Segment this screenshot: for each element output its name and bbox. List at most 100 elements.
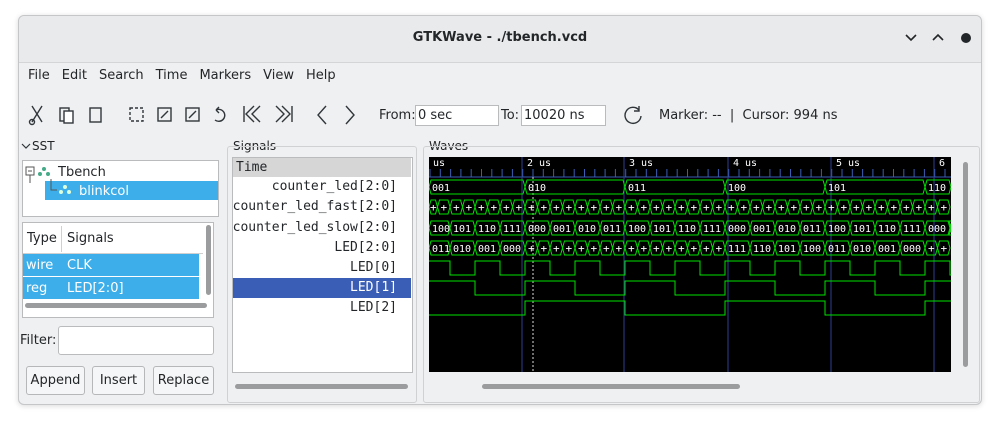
signal-name[interactable]: counter_led_slow[2:0] <box>232 220 397 235</box>
bus-value: + <box>503 201 510 214</box>
zoom-in-icon[interactable] <box>157 107 172 122</box>
window-title: GTKWave - ./tbench.vcd <box>412 30 588 45</box>
ruler-bg <box>429 157 951 177</box>
bus-value: + <box>665 201 672 214</box>
begin-icon[interactable] <box>243 105 261 123</box>
bus-value: 100 <box>432 224 450 235</box>
column-header[interactable]: Type <box>27 231 57 246</box>
signal-name[interactable]: LED[1] <box>350 280 397 295</box>
bus-value: + <box>553 242 560 255</box>
bus-value: + <box>590 201 597 214</box>
scrollbar[interactable] <box>235 384 408 389</box>
menu-bar: File Edit Search Time Markers View Help <box>28 68 336 83</box>
reload-glyph <box>624 106 642 125</box>
filter-input[interactable] <box>58 326 214 355</box>
bus-segment <box>936 240 951 256</box>
bus-value: + <box>890 201 897 214</box>
bus-value: + <box>565 201 572 214</box>
close[interactable] <box>961 33 971 43</box>
end-icon[interactable] <box>275 105 293 123</box>
menu-item[interactable]: Time <box>155 68 188 83</box>
to-input[interactable]: 10020 ns <box>521 105 606 126</box>
next-icon[interactable] <box>345 105 355 125</box>
bus-value: + <box>653 242 660 255</box>
scrollbar[interactable] <box>206 225 211 295</box>
signal-name[interactable]: counter_led_fast[2:0] <box>232 199 397 214</box>
bus-value: + <box>640 242 647 255</box>
prev-icon[interactable] <box>317 105 327 125</box>
row-highlight[interactable] <box>23 254 199 276</box>
from-input[interactable]: 0 sec <box>415 105 499 126</box>
time-label: 6 <box>939 158 945 169</box>
bus-value: + <box>840 201 847 214</box>
window-controls[interactable] <box>900 28 980 48</box>
signal-selection[interactable] <box>233 278 411 298</box>
bus-value: 100 <box>828 224 846 235</box>
sst-expander[interactable] <box>20 140 32 152</box>
bus-value: 001 <box>553 224 571 235</box>
bus-value: 010 <box>778 224 796 235</box>
bus-value: + <box>940 201 947 214</box>
row-signal: LED[2:0] <box>67 281 124 296</box>
column-header[interactable]: Signals <box>67 231 114 246</box>
signals-header: Time <box>236 160 268 175</box>
nav-icons[interactable] <box>312 102 362 128</box>
button[interactable]: Insert <box>92 366 145 395</box>
menu-item[interactable]: Help <box>306 68 336 83</box>
bus-value: + <box>765 201 772 214</box>
menu-item[interactable]: View <box>263 68 295 83</box>
bus-value: 001 <box>878 244 896 255</box>
signal-name[interactable]: LED[2:0] <box>334 240 397 255</box>
menu-item[interactable]: Search <box>98 68 144 83</box>
paste-icon[interactable] <box>89 107 102 123</box>
row-type: reg <box>26 281 48 296</box>
signal-name[interactable]: LED[2] <box>350 300 397 315</box>
row-highlight[interactable] <box>23 277 199 299</box>
scrollbar[interactable] <box>25 303 207 308</box>
module-icon <box>42 167 46 171</box>
signals-list <box>232 157 413 373</box>
table-header <box>23 223 203 254</box>
bus-value: + <box>728 201 735 214</box>
tree-item[interactable]: Tbench <box>58 165 106 180</box>
time-label: 3 us <box>629 158 653 169</box>
button[interactable]: Append <box>26 366 85 395</box>
bus-value: + <box>815 201 822 214</box>
maximize[interactable] <box>932 33 944 41</box>
bus-value: + <box>703 201 710 214</box>
menu-item[interactable]: Markers <box>199 68 252 83</box>
bus-value: 000 <box>928 224 946 235</box>
tree-branch <box>28 170 57 191</box>
zoom-fit-icon[interactable] <box>129 107 144 122</box>
menu-item[interactable]: File <box>28 68 50 83</box>
bus-value: + <box>753 201 760 214</box>
reload-icon[interactable] <box>622 104 644 126</box>
bus-value: 110 <box>878 224 896 235</box>
button[interactable]: Replace <box>153 366 214 395</box>
bus-value: 000 <box>528 224 546 235</box>
bus-value: + <box>653 201 660 214</box>
minimize[interactable] <box>905 34 917 42</box>
menu-item[interactable]: Edit <box>61 68 87 83</box>
scrollbar[interactable] <box>482 384 740 389</box>
signal-name[interactable]: LED[0] <box>350 260 397 275</box>
toolbar-icons[interactable] <box>26 102 296 128</box>
bus-value: 011 <box>603 224 621 235</box>
module-icon <box>63 185 67 189</box>
signals-frame <box>227 146 417 403</box>
undo-icon[interactable] <box>214 106 226 123</box>
bus-value: 111 <box>728 244 746 255</box>
bus-value: + <box>515 201 522 214</box>
scrollbar[interactable] <box>963 162 968 367</box>
bus-value: + <box>715 201 722 214</box>
zoom-out-icon[interactable] <box>185 107 200 122</box>
bus-value: + <box>690 242 697 255</box>
signal-name[interactable]: counter_led[2:0] <box>271 179 397 194</box>
bus-segment <box>936 199 951 215</box>
bus-value: 101 <box>653 224 671 235</box>
tree-item[interactable]: blinkcol <box>79 184 129 199</box>
tree-selection <box>45 181 218 200</box>
bus-value: 000 <box>728 224 746 235</box>
